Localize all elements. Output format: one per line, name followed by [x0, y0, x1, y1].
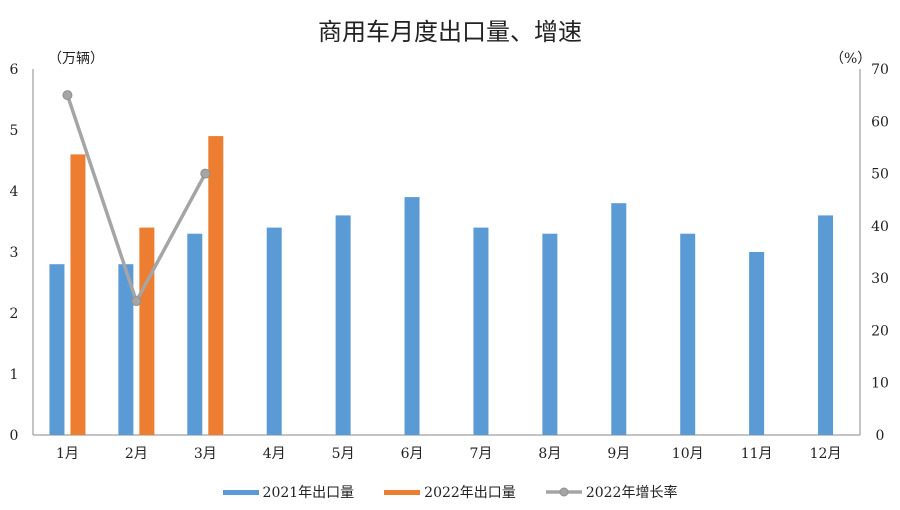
x-axis-tick: 4月	[263, 446, 286, 462]
bar-2021	[335, 215, 351, 435]
left-axis-tick: 3	[10, 245, 19, 261]
legend-label: 2021年出口量	[262, 485, 355, 501]
right-axis-tick: 0	[876, 428, 885, 444]
x-axis-tick: 3月	[194, 446, 217, 462]
bar-2021	[187, 233, 203, 435]
bar-2021	[404, 197, 420, 435]
x-axis-tick: 11月	[741, 446, 773, 462]
legend-item: 2022年出口量	[384, 482, 516, 502]
bar-2021	[266, 227, 282, 435]
left-axis-unit: （万辆）	[48, 51, 104, 67]
growth-line	[65, 94, 207, 306]
bar-2021	[542, 233, 558, 435]
bar-2021	[118, 264, 134, 435]
legend-swatch-icon	[222, 489, 259, 495]
bar-2021	[473, 227, 489, 435]
right-axis-tick: 40	[871, 219, 889, 235]
left-axis-tick: 5	[10, 123, 19, 139]
growth-marker	[131, 296, 142, 307]
legend-label: 2022年增长率	[585, 485, 678, 501]
bar-2022	[139, 227, 155, 435]
bar-2021	[818, 215, 834, 435]
x-axis-tick: 6月	[401, 446, 424, 462]
left-axis-tick: 1	[10, 367, 19, 383]
bar-2021	[680, 233, 696, 435]
bar-2022	[208, 136, 224, 435]
bar-2021	[49, 264, 65, 435]
bar-2021	[749, 252, 765, 435]
legend-item: 2022年增长率	[545, 482, 678, 502]
x-axis-tick: 8月	[538, 446, 561, 462]
left-axis-tick: 0	[10, 428, 19, 444]
left-axis-tick: 6	[10, 62, 19, 78]
left-axis-tick: 4	[10, 184, 19, 200]
right-axis-tick: 20	[871, 323, 889, 339]
chart-title: 商用车月度出口量、增速	[318, 18, 582, 46]
bar-2021	[611, 203, 627, 435]
right-axis-tick: 60	[871, 114, 889, 130]
x-axis-tick: 7月	[469, 446, 492, 462]
right-axis-tick: 30	[871, 271, 889, 287]
growth-marker	[62, 90, 73, 101]
x-axis-tick: 5月	[332, 446, 355, 462]
x-axis-tick: 1月	[56, 446, 79, 462]
legend-swatch-icon	[384, 489, 421, 495]
legend: 2021年出口量 2022年出口量 2022年增长率	[0, 482, 900, 502]
legend-item: 2021年出口量	[222, 482, 355, 502]
x-axis-tick: 9月	[607, 446, 630, 462]
x-axis-tick: 12月	[810, 446, 842, 462]
x-axis-tick: 2月	[125, 446, 148, 462]
right-axis-tick: 70	[871, 62, 889, 78]
right-axis-unit: （%）	[830, 51, 872, 67]
x-axis-tick: 10月	[672, 446, 704, 462]
right-axis-tick: 10	[871, 376, 889, 392]
right-axis-tick: 50	[871, 167, 889, 183]
growth-marker	[200, 168, 211, 179]
left-axis-tick: 2	[10, 306, 19, 322]
legend-label: 2022年出口量	[424, 485, 516, 501]
line-marker-icon	[545, 487, 582, 497]
bar-2022	[70, 154, 86, 435]
